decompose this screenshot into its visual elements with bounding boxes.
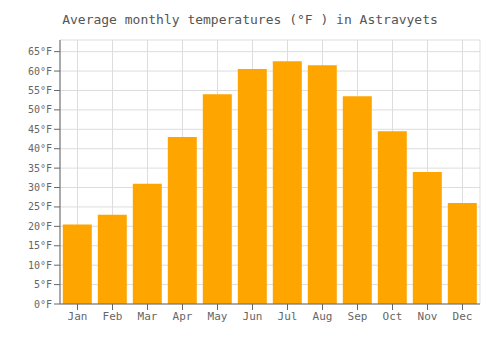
svg-text:25°F: 25°F [28, 201, 52, 212]
svg-text:15°F: 15°F [28, 240, 52, 251]
svg-text:60°F: 60°F [28, 66, 52, 77]
svg-text:Aug: Aug [313, 310, 333, 323]
svg-text:Nov: Nov [418, 310, 438, 323]
svg-text:55°F: 55°F [28, 85, 52, 96]
svg-text:45°F: 45°F [28, 124, 52, 135]
svg-text:Dec: Dec [453, 310, 473, 323]
svg-text:Apr: Apr [173, 310, 193, 323]
svg-text:65°F: 65°F [28, 46, 52, 57]
svg-text:Jan: Jan [68, 310, 88, 323]
svg-text:May: May [208, 310, 228, 323]
svg-text:0°F: 0°F [34, 299, 52, 310]
svg-text:Feb: Feb [103, 310, 123, 323]
svg-text:Jul: Jul [278, 310, 298, 323]
svg-text:35°F: 35°F [28, 163, 52, 174]
svg-text:Oct: Oct [383, 310, 403, 323]
svg-text:30°F: 30°F [28, 182, 52, 193]
svg-text:20°F: 20°F [28, 221, 52, 232]
html-text:Average monthly temperatures (: Average monthly temperatures (°F ) in As… [62, 12, 438, 27]
svg-text:10°F: 10°F [28, 260, 52, 271]
svg-text:Jun: Jun [243, 310, 263, 323]
svg-text:Mar: Mar [138, 310, 158, 323]
svg-text:50°F: 50°F [28, 104, 52, 115]
svg-text:Sep: Sep [348, 310, 368, 323]
svg-text:5°F: 5°F [34, 279, 52, 290]
svg-text:40°F: 40°F [28, 143, 52, 154]
